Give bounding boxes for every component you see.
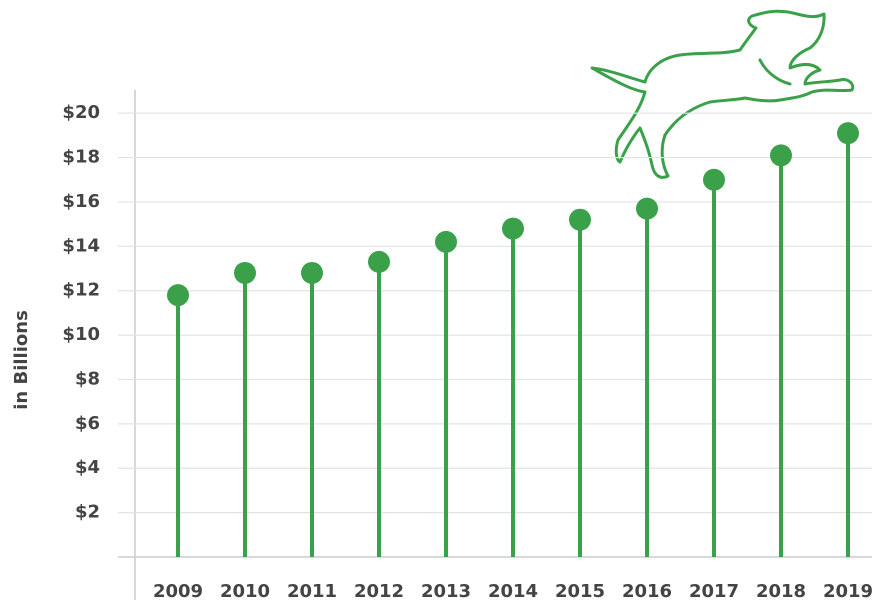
dot: [636, 197, 658, 220]
dot: [435, 230, 457, 253]
y-tick-label: $10: [62, 324, 100, 345]
x-tick-label: 2013: [421, 581, 471, 602]
y-tick-label: $14: [62, 235, 100, 256]
x-tick-label: 2019: [823, 581, 872, 602]
y-tick-label: $20: [62, 102, 100, 123]
dot: [703, 168, 725, 191]
dot: [770, 144, 792, 167]
x-tick-label: 2012: [354, 581, 404, 602]
y-tick-label: $4: [75, 457, 100, 478]
y-tick-label: $16: [62, 191, 100, 212]
x-tick-label: 2017: [689, 581, 739, 602]
x-tick-label: 2015: [555, 581, 605, 602]
y-tick-label: $18: [62, 147, 100, 168]
dog-illustration: [590, 9, 855, 179]
y-axis-label: in Billions: [11, 310, 32, 410]
dot: [368, 250, 390, 273]
y-tick-label: $12: [62, 280, 100, 301]
dot: [234, 261, 256, 284]
dot: [301, 261, 323, 284]
x-tick-label: 2009: [153, 581, 203, 602]
dot: [837, 122, 859, 145]
x-tick-label: 2010: [220, 581, 270, 602]
x-tick-label: 2018: [756, 581, 806, 602]
y-tick-label: $8: [75, 368, 100, 389]
dot: [502, 217, 524, 240]
x-tick-label: 2016: [622, 581, 672, 602]
dot: [167, 284, 189, 307]
y-tick-label: $6: [75, 413, 100, 434]
x-tick-label: 2011: [287, 581, 337, 602]
x-tick-label: 2014: [488, 581, 538, 602]
y-tick-label: $2: [75, 502, 100, 523]
dot: [569, 208, 591, 231]
